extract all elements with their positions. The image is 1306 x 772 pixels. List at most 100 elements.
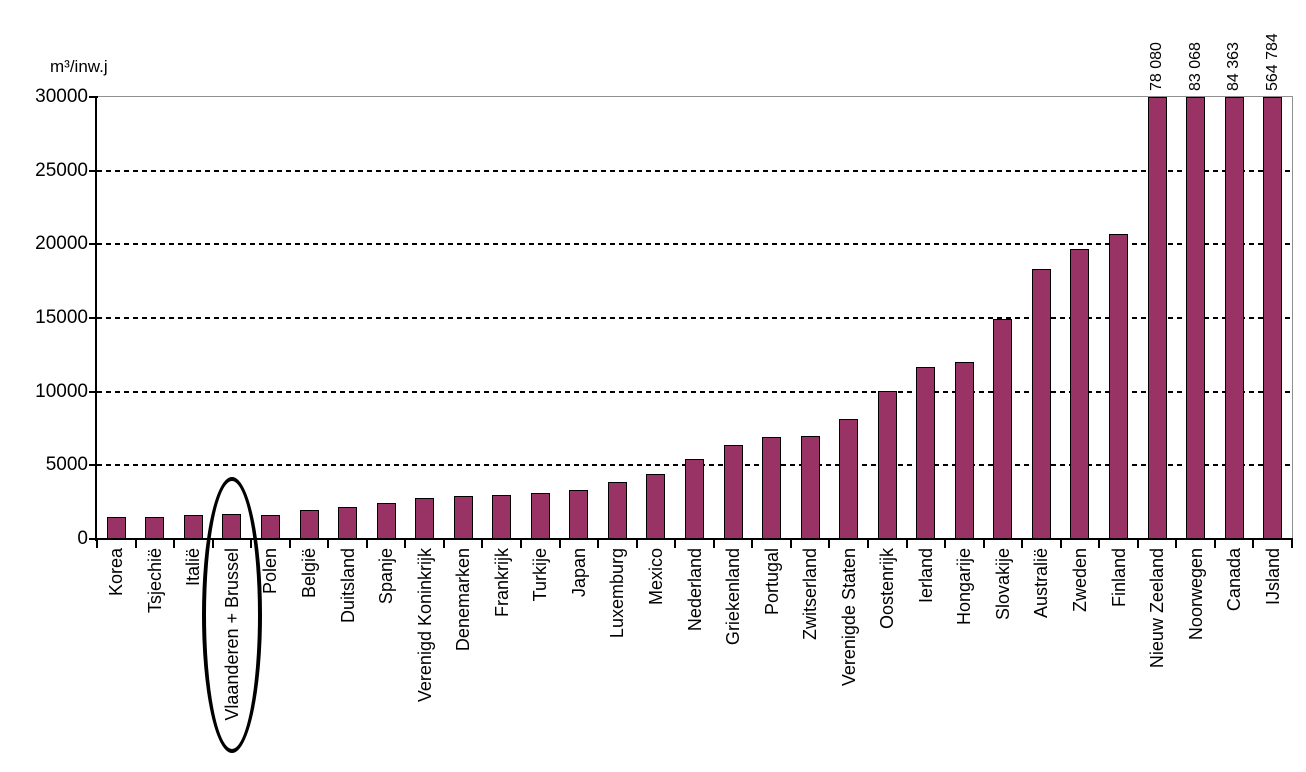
x-axis-tick — [982, 540, 985, 548]
bar — [839, 419, 858, 539]
x-axis-tick — [1291, 540, 1293, 548]
bar — [107, 517, 126, 539]
x-axis-label: Luxemburg — [607, 548, 628, 639]
y-axis-tick-label: 10000 — [35, 380, 88, 402]
x-axis-tick — [597, 540, 600, 548]
bar — [916, 367, 935, 539]
x-axis-tick — [674, 540, 677, 548]
y-axis-tick-label: 20000 — [35, 233, 88, 255]
y-axis-tick — [89, 96, 98, 98]
y-axis-tick-label: 15000 — [35, 307, 88, 328]
x-axis-tick — [1213, 540, 1216, 548]
x-axis-tick — [404, 540, 407, 548]
bar — [261, 515, 280, 539]
bar — [454, 496, 473, 539]
x-axis-tick — [828, 540, 831, 548]
bar — [955, 362, 974, 539]
x-axis-tick — [1252, 540, 1255, 548]
x-axis-label: Hongarije — [954, 548, 975, 626]
gridline — [97, 390, 1292, 393]
x-axis-line — [89, 538, 1293, 540]
gridline — [97, 317, 1292, 319]
y-axis-tick — [89, 390, 98, 393]
x-axis-tick — [96, 540, 98, 548]
x-axis-label: Denemarken — [453, 548, 474, 652]
bar — [724, 445, 743, 539]
x-axis-label: Tsjechië — [144, 548, 165, 614]
x-axis-label: Noorwegen — [1185, 548, 1206, 641]
x-axis-tick — [1136, 540, 1139, 548]
y-axis-tick-label: 0 — [77, 528, 88, 549]
x-axis-label: Mexico — [645, 548, 666, 606]
x-axis-label: Slovakije — [992, 548, 1013, 621]
x-axis-tick — [712, 540, 715, 548]
x-axis-tick — [558, 540, 561, 548]
bar — [569, 490, 588, 539]
x-axis-label: Spanje — [376, 548, 397, 605]
bar — [300, 510, 319, 539]
x-axis-label: Frankrijk — [491, 548, 512, 618]
x-axis-tick — [134, 540, 137, 548]
y-axis-tick — [89, 538, 98, 540]
plot-area — [97, 96, 1293, 539]
bar — [415, 498, 434, 539]
bar — [492, 495, 511, 539]
bar — [608, 482, 627, 539]
bar-value-label: 78 080 — [1148, 42, 1166, 91]
x-axis-label: Verenigd Koninkrijk — [414, 548, 435, 703]
x-axis-tick — [635, 540, 638, 548]
bar — [878, 391, 897, 539]
x-axis-tick — [866, 540, 869, 548]
x-axis-label: Japan — [568, 548, 589, 598]
bar — [145, 517, 164, 539]
bar — [1225, 97, 1244, 539]
x-axis-tick — [288, 540, 291, 548]
bar — [685, 459, 704, 539]
x-axis-label: Finland — [1108, 548, 1129, 608]
x-axis-tick — [365, 540, 368, 548]
x-axis-label: Duitsland — [337, 548, 358, 624]
bar — [993, 319, 1012, 539]
x-axis-tick — [1021, 540, 1024, 548]
x-axis-label: Portugal — [761, 548, 782, 616]
y-axis-tick-label: 5000 — [45, 454, 88, 476]
x-axis-label: Ierland — [915, 548, 936, 604]
x-axis-tick — [1098, 540, 1101, 548]
x-axis-label: Turkije — [530, 548, 551, 602]
x-axis-label: Canada — [1224, 548, 1245, 612]
x-axis-label: Australië — [1031, 548, 1052, 619]
bar-value-label: 564 784 — [1263, 33, 1281, 91]
x-axis-label: Korea — [106, 548, 127, 597]
x-axis-label: Oostenrijk — [877, 548, 898, 630]
y-axis-tick — [89, 464, 98, 467]
bar — [1186, 97, 1205, 539]
x-axis-label: Griekenland — [723, 548, 744, 646]
bar — [1148, 97, 1167, 539]
x-axis-tick — [481, 540, 484, 548]
x-axis-tick — [173, 540, 176, 548]
x-axis-label: Italië — [183, 548, 204, 587]
x-axis-tick — [1059, 540, 1062, 548]
gridline — [97, 169, 1292, 172]
x-axis-label: Nieuw Zeeland — [1147, 548, 1168, 669]
y-axis-unit-label: m³/inw.j — [50, 57, 108, 76]
x-axis-label: IJsland — [1262, 548, 1283, 606]
x-axis-tick — [905, 540, 908, 548]
x-axis-tick — [751, 540, 754, 548]
x-axis-label: België — [299, 548, 320, 599]
x-axis-tick — [789, 540, 792, 548]
bar — [646, 474, 665, 539]
bar — [1263, 97, 1282, 539]
bar — [377, 503, 396, 539]
y-axis-tick-label: 30000 — [35, 86, 88, 107]
x-axis-tick — [327, 540, 330, 548]
bar — [1070, 249, 1089, 539]
y-axis-tick — [89, 169, 98, 172]
x-axis-tick — [520, 540, 523, 548]
gridline — [97, 243, 1292, 246]
bar — [801, 436, 820, 539]
bar — [1032, 269, 1051, 539]
bar — [762, 437, 781, 539]
bar-value-label: 83 068 — [1186, 42, 1204, 91]
